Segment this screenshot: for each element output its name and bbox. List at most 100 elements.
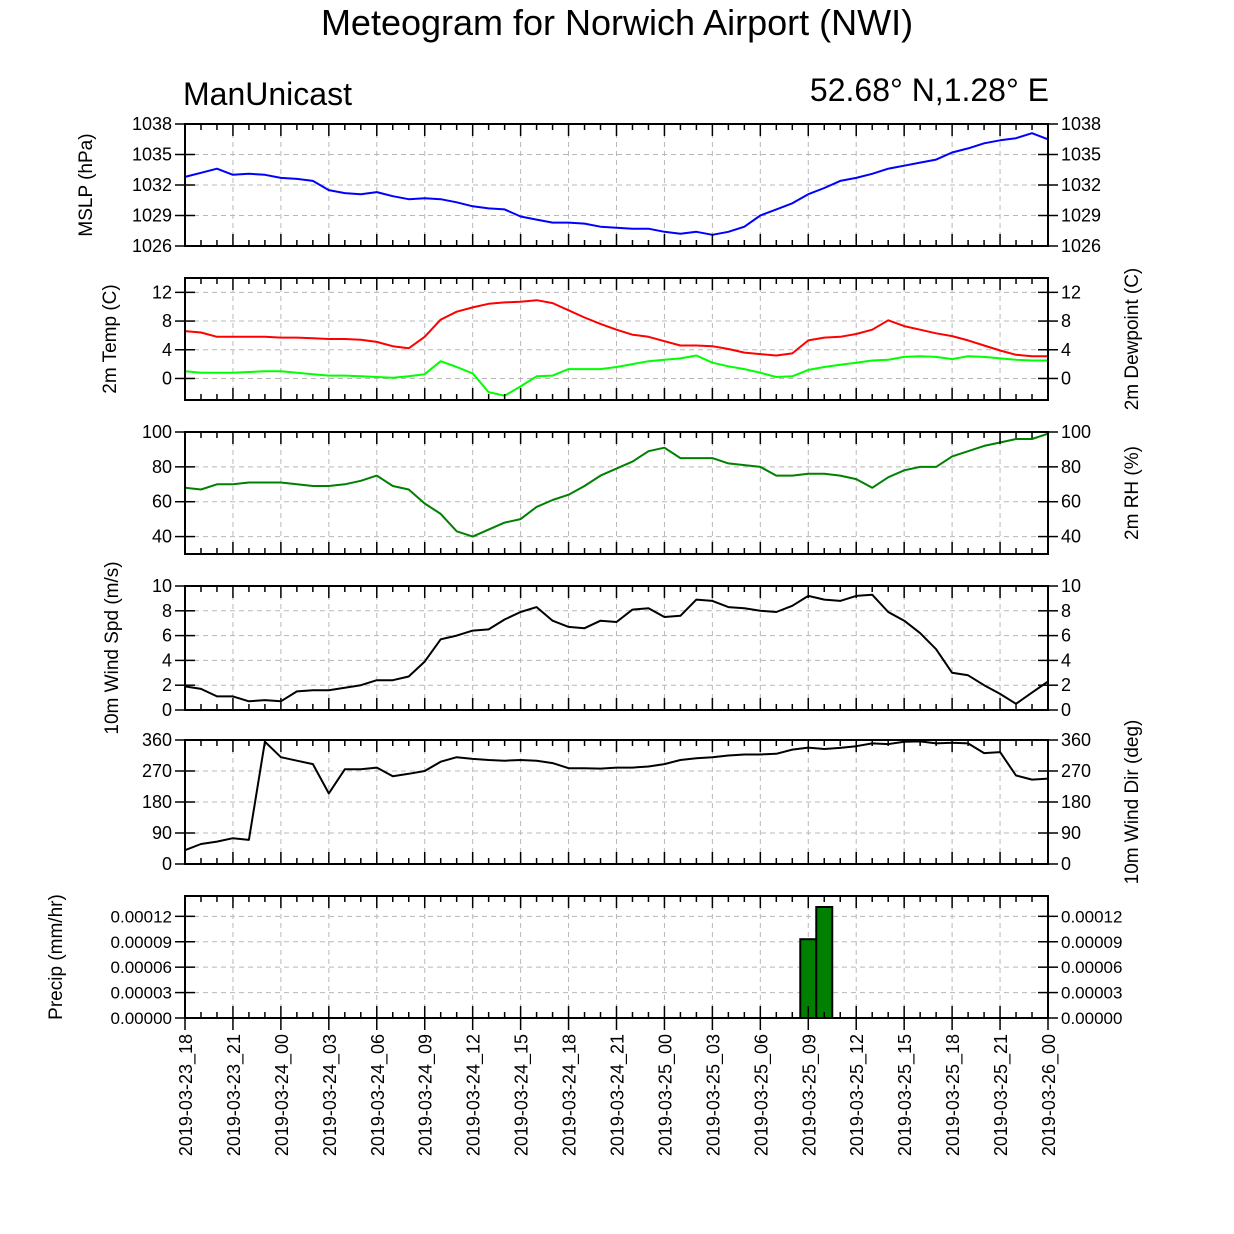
y-axis-title-right: 2m Dewpoint (C): [1122, 268, 1143, 411]
y-tick-label-left: 0.00009: [111, 933, 172, 952]
y-tick-label-right: 0.00003: [1061, 984, 1122, 1003]
y-tick-label-right: 0: [1061, 368, 1071, 388]
y-tick-label-left: 60: [152, 492, 172, 512]
y-tick-label-right: 1032: [1061, 175, 1101, 195]
y-tick-label-left: 1029: [132, 206, 172, 226]
x-tick-label: 2019-03-24_18: [560, 1034, 581, 1156]
precip-bar: [815, 906, 834, 1020]
y-tick-label-right: 40: [1061, 527, 1081, 547]
series-line-1: [184, 132, 1049, 236]
y-tick-label-right: 360: [1061, 730, 1091, 750]
x-tick-label: 2019-03-24_15: [512, 1034, 533, 1156]
y-tick-label-right: 180: [1061, 792, 1091, 812]
series-line-1: [184, 593, 1049, 705]
y-tick-label-right: 100: [1061, 422, 1091, 442]
y-tick-label-left: 100: [142, 422, 172, 442]
y-tick-label-right: 0: [1061, 700, 1071, 720]
y-axis-title-right: 2m RH (%): [1122, 446, 1143, 540]
y-tick-label-right: 1026: [1061, 236, 1101, 256]
y-tick-label-left: 0: [162, 368, 172, 388]
y-tick-label-right: 12: [1061, 282, 1081, 302]
y-tick-label-left: 0.00000: [111, 1009, 172, 1028]
series-line-1: [184, 299, 1048, 358]
y-tick-label-right: 4: [1061, 650, 1071, 670]
x-tick-label: 2019-03-24_03: [320, 1034, 341, 1156]
x-tick-label: 2019-03-23_18: [176, 1034, 197, 1156]
y-tick-label-right: 0.00009: [1061, 933, 1122, 952]
y-tick-label-left: 12: [152, 282, 172, 302]
panel-1: 1038 1038 1035 1035 1032 1032 1029 1029 1026 1026…: [76, 114, 1101, 256]
y-tick-label-left: 40: [152, 527, 172, 547]
y-tick-label-left: 0: [162, 700, 172, 720]
x-tick-label: 2019-03-25_09: [799, 1034, 820, 1156]
y-tick-label-left: 80: [152, 457, 172, 477]
x-tick-label: 2019-03-25_06: [751, 1034, 772, 1156]
y-tick-label-left: 4: [162, 650, 172, 670]
x-tick-label: 2019-03-24_21: [608, 1034, 629, 1156]
y-tick-label-right: 0.00006: [1061, 958, 1122, 977]
y-tick-label-right: 60: [1061, 492, 1081, 512]
y-tick-label-right: 0.00012: [1061, 907, 1122, 926]
x-tick-label: 2019-03-25_00: [655, 1034, 676, 1156]
y-tick-label-right: 80: [1061, 457, 1081, 477]
panel-5: 360 360 270 270 180 180 90 90 0 0 10m Wind Dir (de…: [142, 720, 1143, 885]
y-tick-label-right: 1035: [1061, 145, 1101, 165]
chart-title: Meteogram for Norwich Airport (NWI): [320, 2, 914, 43]
y-tick-label-right: 8: [1061, 601, 1071, 621]
y-tick-label-right: 1029: [1061, 206, 1101, 226]
x-tick-label: 2019-03-24_09: [416, 1034, 437, 1156]
y-tick-label-left: 10: [152, 576, 172, 596]
y-axis-title-right: 10m Wind Dir (deg): [1122, 720, 1143, 885]
y-tick-label-left: 360: [142, 730, 172, 750]
y-axis-title: Precip (mm/hr): [46, 894, 67, 1020]
x-tick-label: 2019-03-25_18: [943, 1034, 964, 1156]
y-tick-label-left: 0.00012: [111, 907, 172, 926]
x-tick-label: 2019-03-25_12: [847, 1034, 868, 1156]
y-tick-label-left: 1035: [132, 145, 172, 165]
x-tick-label: 2019-03-24_00: [272, 1034, 293, 1156]
x-tick-label: 2019-03-23_21: [224, 1034, 245, 1156]
x-tick-label: 2019-03-24_12: [464, 1034, 485, 1156]
panel-4: 10 10 8 8 6 6 4 4 2 2 0 0 10m Wind Spd (m/s): [102, 561, 1081, 734]
x-tick-label: 2019-03-25_03: [703, 1034, 724, 1156]
y-tick-label-left: 1026: [132, 236, 172, 256]
y-tick-label-left: 1038: [132, 114, 172, 134]
y-tick-label-left: 6: [162, 626, 172, 646]
y-tick-label-right: 90: [1061, 823, 1081, 843]
y-tick-label-right: 8: [1061, 311, 1071, 331]
y-tick-label-left: 180: [142, 792, 172, 812]
x-tick-label: 2019-03-26_00: [1039, 1034, 1060, 1156]
model-name: ManUnicast: [183, 76, 352, 112]
station-location: 52.68° N,1.28° E: [809, 72, 1049, 108]
y-tick-label-left: 2: [162, 675, 172, 695]
y-tick-label-left: 1032: [132, 175, 172, 195]
y-tick-label-right: 10: [1061, 576, 1081, 596]
panel-2: 12 12 8 8 4 4 0 0 2m Temp (C) 2m Dewpoint (C): [100, 268, 1143, 411]
series-line-1: [184, 432, 1049, 538]
y-tick-label-right: 1038: [1061, 114, 1101, 134]
y-tick-label-right: 0.00000: [1061, 1009, 1122, 1028]
y-axis-title: MSLP (hPa): [76, 133, 97, 236]
panel-6: 0.00012 0.00012 0.00009 0.00009 0.00006 0.000…: [46, 894, 1122, 1030]
y-tick-label-left: 8: [162, 601, 172, 621]
y-tick-label-right: 4: [1061, 340, 1071, 360]
y-axis-title: 2m Temp (C): [100, 284, 121, 393]
x-tick-label: 2019-03-25_21: [991, 1034, 1012, 1156]
y-tick-label-left: 0.00003: [111, 984, 172, 1003]
y-tick-label-right: 6: [1061, 626, 1071, 646]
y-tick-label-left: 270: [142, 761, 172, 781]
y-tick-label-right: 2: [1061, 675, 1071, 695]
x-tick-label: 2019-03-25_15: [895, 1034, 916, 1156]
x-tick-label: 2019-03-24_06: [368, 1034, 389, 1156]
y-tick-label-left: 4: [162, 340, 172, 360]
y-tick-label-left: 0.00006: [111, 958, 172, 977]
panel-3: 100 100 80 80 60 60 40 40 2m RH (%): [142, 422, 1143, 555]
y-tick-label-right: 0: [1061, 854, 1071, 874]
y-axis-title: 10m Wind Spd (m/s): [102, 561, 123, 734]
y-tick-label-left: 90: [152, 823, 172, 843]
y-tick-label-right: 270: [1061, 761, 1091, 781]
y-tick-label-left: 0: [162, 854, 172, 874]
series-line-2: [184, 354, 1048, 397]
y-tick-label-left: 8: [162, 311, 172, 331]
